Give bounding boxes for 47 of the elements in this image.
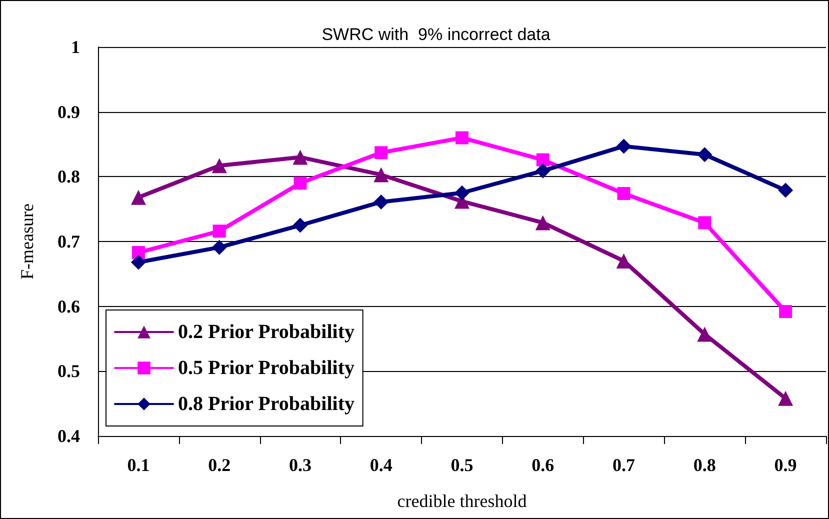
x-tick-label: 0.9 <box>774 455 797 475</box>
x-tick-label: 0.7 <box>612 455 636 475</box>
y-tick-label: 0.7 <box>58 232 80 252</box>
point <box>616 253 632 268</box>
x-axis-title: credible threshold <box>397 491 527 511</box>
point <box>617 187 630 200</box>
point <box>536 153 550 166</box>
legend-label: 0.8 Prior Probability <box>178 393 354 415</box>
point <box>616 138 632 154</box>
point <box>778 390 794 406</box>
point <box>212 240 227 255</box>
point <box>374 167 389 182</box>
point <box>374 146 388 160</box>
legend-label: 0.2 Prior Probability <box>178 321 354 343</box>
point <box>292 150 308 165</box>
x-tick-label: 0.6 <box>532 455 554 475</box>
x-tick-label: 0.2 <box>208 455 231 475</box>
x-tick-label: 0.3 <box>288 455 312 475</box>
x-tick-label: 0.4 <box>370 455 392 475</box>
x-tick-label: 0.8 <box>693 455 716 475</box>
point <box>778 182 794 198</box>
y-tick-label: 0.6 <box>58 296 80 316</box>
point <box>698 216 712 230</box>
point <box>535 163 550 178</box>
point <box>292 218 308 233</box>
x-tick-label: 0.1 <box>127 455 150 475</box>
y-axis-title: F-measure <box>17 204 37 280</box>
legend-label: 0.5 Prior Probability <box>178 357 354 379</box>
y-tick-label: 0.8 <box>58 166 80 187</box>
y-tick-label: 0.9 <box>58 102 80 122</box>
point <box>130 254 146 270</box>
point <box>779 305 792 318</box>
point <box>456 131 468 144</box>
point <box>535 215 550 230</box>
point <box>697 147 712 162</box>
point <box>697 326 712 342</box>
point <box>212 158 227 174</box>
y-tick-label: 1 <box>71 37 80 57</box>
chart-title: SWRC with 9% incorrect data <box>322 25 551 44</box>
point <box>374 194 389 210</box>
point <box>454 185 470 200</box>
x-tick-label: 0.5 <box>450 455 474 475</box>
point <box>130 190 146 205</box>
y-tick-label: 0.5 <box>58 361 80 382</box>
point <box>212 224 226 238</box>
y-tick-label: 0.4 <box>58 426 80 446</box>
point <box>294 176 307 190</box>
